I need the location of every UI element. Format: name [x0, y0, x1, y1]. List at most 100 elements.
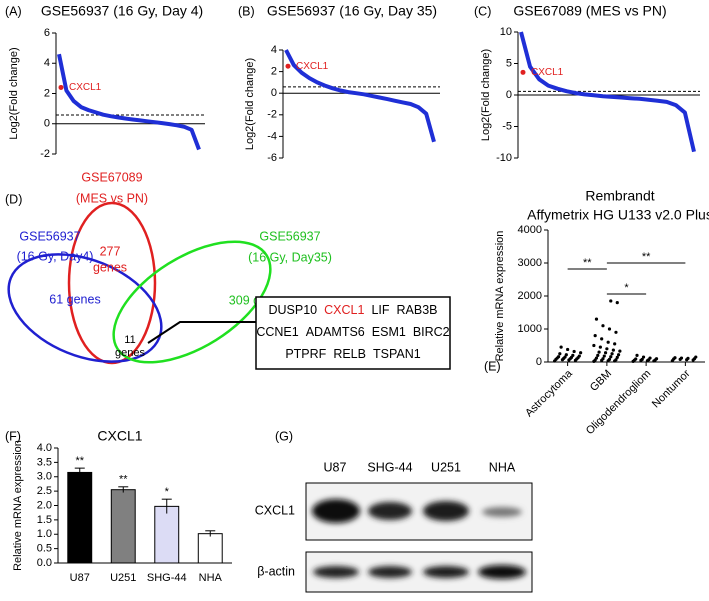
- gene: PTPRF: [285, 347, 326, 361]
- bar: [154, 505, 180, 564]
- point: [609, 355, 613, 359]
- bar: [110, 489, 136, 564]
- y-tick-label: 4: [271, 44, 277, 56]
- point: [601, 357, 605, 361]
- y-tick-label: 3.5: [37, 456, 52, 468]
- y-tick-label: 0.5: [37, 543, 52, 555]
- band: [482, 507, 522, 517]
- band: [312, 499, 360, 523]
- y-tick-label: 2.5: [37, 485, 52, 497]
- set-unit: genes: [93, 260, 127, 274]
- point: [598, 345, 602, 349]
- point: [615, 301, 619, 305]
- row-label: β-actin: [257, 564, 295, 578]
- y-tick-label: 0: [44, 118, 50, 130]
- significance-label: *: [165, 486, 170, 498]
- bar: [67, 471, 93, 564]
- band: [368, 502, 412, 520]
- y-axis-label: Relative mRNA expression: [12, 440, 24, 571]
- set-count: 277: [100, 244, 121, 258]
- highlight-point: [58, 84, 64, 90]
- point: [592, 343, 596, 348]
- point: [616, 353, 621, 357]
- band: [478, 565, 526, 579]
- set-count: 61 genes: [49, 292, 100, 306]
- comparison-label: *: [624, 282, 629, 294]
- y-tick-label: 4000: [518, 224, 542, 236]
- gene: ADAMTS6: [306, 325, 365, 339]
- gene: RAB3B: [397, 303, 438, 317]
- y-tick-label: 4.0: [37, 442, 52, 454]
- panel-label: (G): [275, 429, 293, 443]
- point: [686, 356, 690, 360]
- point: [594, 356, 599, 360]
- gene: ESM1: [372, 325, 406, 339]
- point: [694, 355, 698, 359]
- point: [566, 347, 570, 352]
- gene: DUSP10: [269, 303, 318, 317]
- y-tick-label: 0: [536, 356, 542, 368]
- highlight-label: CXCL1: [531, 67, 564, 78]
- x-tick-label: Nontumor: [650, 367, 693, 410]
- highlight-point: [285, 63, 291, 69]
- point: [572, 349, 576, 354]
- y-tick-label: 2000: [518, 290, 542, 302]
- y-tick-label: 0: [271, 87, 277, 99]
- y-tick-label: 1.5: [37, 514, 52, 526]
- chart-title: GSE67089 (MES vs PN): [513, 3, 666, 19]
- y-tick-label: 5: [506, 57, 512, 69]
- y-tick-label: -2: [40, 148, 50, 160]
- panel-label: (F): [5, 429, 21, 443]
- blot-panel: (G) U87 SHG-44 U251 NHA CXCL1 β-actin: [255, 429, 533, 593]
- y-tick-label: -4: [267, 130, 277, 142]
- comparison-label: **: [642, 251, 651, 263]
- panel-label: (B): [238, 4, 255, 18]
- chart-title: CXCL1: [97, 428, 142, 444]
- set-detail: (16 Gy, Day35): [248, 250, 332, 264]
- x-tick-label: U87: [70, 572, 90, 584]
- y-axis-label: Log2(Fold change): [244, 58, 256, 150]
- band: [423, 501, 469, 521]
- y-tick-label: 0: [506, 89, 512, 101]
- y-axis-label: Log2(Fold change): [480, 49, 492, 141]
- set-name: GSE56937: [19, 229, 80, 243]
- chart-title: Rembrandt: [585, 188, 654, 204]
- point: [606, 340, 610, 344]
- point: [607, 357, 612, 361]
- chart-title: GSE56937 (16 Gy, Day 35): [267, 3, 437, 19]
- point: [600, 337, 604, 341]
- point: [611, 348, 615, 352]
- point: [607, 327, 612, 331]
- y-tick-label: 10: [500, 26, 512, 38]
- point: [615, 355, 619, 359]
- point: [571, 353, 575, 357]
- chart-title: GSE56937 (16 Gy, Day 4): [41, 3, 203, 19]
- point: [609, 299, 613, 303]
- point: [679, 356, 684, 360]
- point: [634, 357, 638, 361]
- y-axis-label: Log2(Fold change): [8, 47, 20, 139]
- point: [594, 317, 599, 321]
- highlight-label: CXCL1: [296, 61, 329, 72]
- curve: [284, 49, 436, 143]
- point: [610, 352, 614, 356]
- lane-label: SHG-44: [367, 460, 412, 474]
- point: [558, 352, 562, 356]
- point: [635, 353, 639, 357]
- significance-label: **: [119, 474, 128, 486]
- y-tick-label: 2: [271, 66, 277, 78]
- point: [601, 324, 605, 328]
- y-tick-label: 2: [44, 87, 50, 99]
- band: [313, 566, 359, 578]
- set-name: GSE56937: [259, 229, 320, 243]
- panel-label: (D): [5, 192, 22, 206]
- chart-subtitle: Affymetrix HG U133 v2.0 Plus: [527, 207, 709, 223]
- gene-row: DUSP10 CXCL1 LIF RAB3B: [269, 303, 438, 317]
- overlap-count: 11: [124, 334, 135, 346]
- point: [614, 330, 618, 334]
- connector: [147, 321, 256, 344]
- gene: LIF: [371, 303, 389, 317]
- band: [368, 566, 412, 578]
- lane-label: U251: [431, 460, 461, 474]
